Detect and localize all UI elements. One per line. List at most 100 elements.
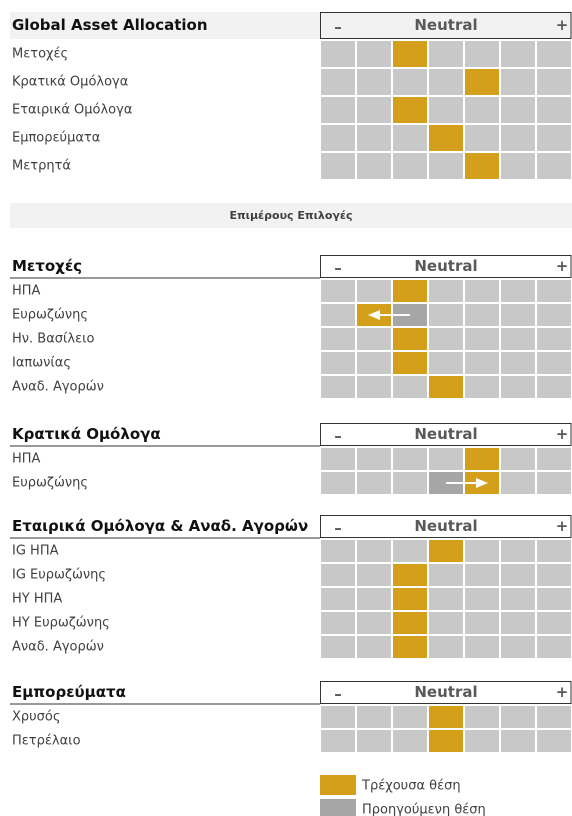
scale-minus: –	[334, 427, 342, 445]
cell	[357, 376, 391, 398]
cell	[501, 472, 535, 494]
cell	[429, 328, 463, 350]
current-cell	[393, 280, 427, 302]
cell	[537, 448, 571, 470]
cell	[357, 97, 391, 123]
scale-neutral: Neutral	[414, 517, 477, 535]
subheading: Επιμέρους Επιλογές	[229, 209, 352, 222]
cell	[537, 636, 571, 658]
cell	[465, 612, 499, 634]
cell	[357, 472, 391, 494]
scale-minus: –	[334, 685, 342, 703]
cell	[501, 69, 535, 95]
current-cell	[429, 540, 463, 562]
row-label: ΗΥ Ευρωζώνης	[12, 616, 110, 631]
current-cell	[393, 564, 427, 586]
cell	[501, 97, 535, 123]
cell	[429, 588, 463, 610]
cell	[393, 540, 427, 562]
cell	[357, 280, 391, 302]
cell	[321, 564, 355, 586]
cell	[321, 304, 355, 326]
cell	[357, 588, 391, 610]
cell	[321, 540, 355, 562]
cell	[537, 730, 571, 752]
legend-previous: Προηγούμενη θέση	[362, 803, 486, 816]
cell	[429, 41, 463, 67]
cell	[357, 448, 391, 470]
current-cell	[429, 376, 463, 398]
cell	[501, 564, 535, 586]
cell	[393, 472, 427, 494]
cell	[321, 328, 355, 350]
legend-current: Τρέχουσα θέση	[361, 779, 461, 794]
cell	[501, 304, 535, 326]
cell	[465, 540, 499, 562]
cell	[501, 540, 535, 562]
row-label: Μετρητά	[12, 159, 71, 174]
cell	[537, 41, 571, 67]
scale-plus: +	[556, 257, 569, 275]
current-cell	[465, 69, 499, 95]
cell	[537, 564, 571, 586]
row-label: ΗΠΑ	[12, 284, 41, 299]
section-title: Εμπορεύματα	[12, 683, 126, 701]
current-cell	[393, 328, 427, 350]
cell	[501, 448, 535, 470]
cell	[465, 588, 499, 610]
cell	[321, 153, 355, 179]
current-cell	[429, 125, 463, 151]
row-label: ΗΥ ΗΠΑ	[12, 592, 62, 607]
cell	[321, 448, 355, 470]
cell	[465, 304, 499, 326]
section-title: Εταιρικά Ομόλογα & Αναδ. Αγορών	[12, 517, 308, 535]
current-cell	[429, 706, 463, 728]
row-label: Κρατικά Ομόλογα	[12, 75, 128, 90]
cell	[429, 304, 463, 326]
current-cell	[465, 448, 499, 470]
scale-neutral: Neutral	[414, 16, 477, 34]
cell	[537, 612, 571, 634]
cell	[501, 328, 535, 350]
cell	[357, 41, 391, 67]
scale-box	[320, 423, 572, 446]
cell	[357, 352, 391, 374]
row-label: Ευρωζώνης	[12, 476, 88, 491]
cell	[465, 280, 499, 302]
cell	[321, 352, 355, 374]
cell	[537, 352, 571, 374]
scale-box	[320, 12, 572, 39]
cell	[465, 564, 499, 586]
cell	[501, 352, 535, 374]
cell	[537, 153, 571, 179]
cell	[465, 706, 499, 728]
current-cell	[393, 636, 427, 658]
cell	[429, 612, 463, 634]
cell	[429, 153, 463, 179]
row-label: IG ΗΠΑ	[12, 544, 59, 559]
cell	[357, 125, 391, 151]
cell	[357, 153, 391, 179]
cell	[393, 730, 427, 752]
subheading-bar	[10, 203, 572, 228]
scale-minus: –	[334, 18, 342, 36]
move-arrowhead	[476, 478, 488, 488]
cell	[321, 125, 355, 151]
cell	[393, 376, 427, 398]
cell	[501, 612, 535, 634]
scale-plus: +	[556, 16, 569, 34]
cell	[465, 97, 499, 123]
scale-box	[320, 255, 572, 278]
current-cell	[393, 612, 427, 634]
scale-minus: –	[334, 519, 342, 537]
current-cell	[393, 97, 427, 123]
cell	[465, 41, 499, 67]
cell	[501, 153, 535, 179]
current-cell	[393, 588, 427, 610]
row-label: Πετρέλαιο	[12, 734, 81, 749]
cell	[537, 376, 571, 398]
cell	[501, 636, 535, 658]
cell	[537, 472, 571, 494]
cell	[537, 706, 571, 728]
